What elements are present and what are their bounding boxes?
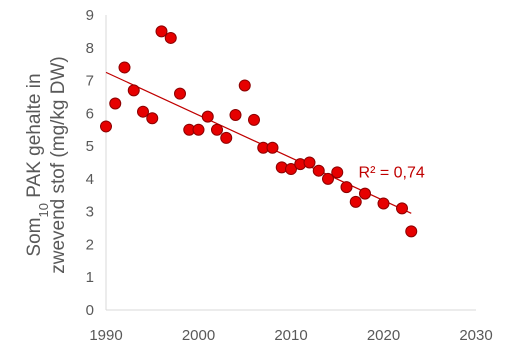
y-axis-label-line2: zwevend stof (mg/kg DW) [48, 56, 69, 274]
data-points [100, 25, 418, 238]
data-point [285, 163, 297, 176]
y-tick-label: 4 [86, 171, 94, 188]
y-tick-labels: 0 1 2 3 4 5 6 7 8 9 [86, 7, 94, 319]
axes [105, 15, 476, 311]
data-point [377, 197, 390, 210]
data-point [303, 156, 316, 169]
y-tick-label: 0 [86, 302, 94, 319]
x-tick-label: 2000 [182, 327, 215, 344]
y-tick-label: 7 [86, 73, 94, 90]
y-tick-label: 9 [86, 7, 94, 24]
x-tick-label: 2010 [274, 327, 307, 344]
x-tick-label: 1990 [89, 327, 122, 344]
data-point [137, 105, 149, 118]
y-tick-label: 3 [86, 204, 94, 221]
data-point [201, 110, 214, 123]
data-point [220, 131, 233, 144]
data-point [192, 123, 205, 136]
data-point [331, 166, 344, 179]
y-tick-label: 5 [86, 138, 94, 155]
data-point [312, 164, 325, 177]
trendline [105, 71, 412, 214]
y-tick-label: 2 [86, 236, 94, 253]
data-point [174, 87, 186, 100]
data-point [229, 108, 242, 121]
y-axis-label: Som10 PAK gehalte in zwevend stof (mg/kg… [24, 56, 69, 274]
data-point [349, 195, 362, 208]
x-tick-label: 2030 [459, 327, 492, 344]
y-tick-label: 1 [86, 269, 94, 286]
data-point [118, 61, 131, 74]
x-tick-labels: 1990 2000 2010 2020 2030 [89, 327, 492, 344]
trendline-group [105, 71, 412, 214]
data-point [155, 25, 168, 38]
data-point [238, 79, 251, 92]
data-point [164, 31, 177, 44]
data-point [359, 187, 371, 200]
data-point [211, 123, 223, 136]
r-squared-label: R² = 0,74 [359, 164, 425, 181]
y-tick-label: 8 [86, 40, 94, 57]
data-point [266, 141, 279, 154]
data-point [127, 84, 140, 97]
data-point [322, 172, 334, 185]
data-point [340, 181, 353, 194]
data-point [146, 112, 159, 125]
y-tick-label: 6 [86, 105, 94, 122]
data-point [109, 97, 122, 110]
data-point [396, 202, 408, 215]
x-tick-label: 2020 [367, 327, 400, 344]
y-axis-label-line1: Som10 PAK gehalte in [24, 73, 51, 256]
data-point [405, 225, 418, 238]
data-point [100, 120, 112, 133]
data-point [248, 113, 260, 126]
